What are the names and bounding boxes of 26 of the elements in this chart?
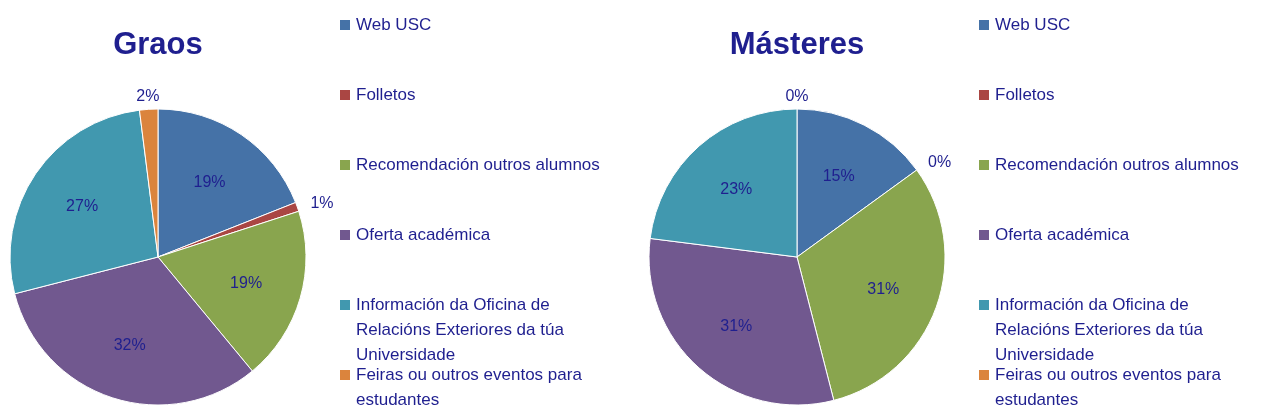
data-label: 1% xyxy=(310,193,334,211)
text: 0% xyxy=(928,153,952,171)
data-label: 15% xyxy=(822,166,855,184)
legend-label: Recomendación outros alumnos xyxy=(995,154,1239,176)
text: 0% xyxy=(785,86,809,104)
legend-label: Oferta académica xyxy=(356,224,491,246)
data-label: 19% xyxy=(230,274,263,292)
legend-label: Feiras ou outros eventos para estudantes xyxy=(995,365,1221,405)
legend-label: Feiras ou outros eventos para estudantes xyxy=(356,365,582,405)
data-label: 31% xyxy=(720,317,753,335)
legend-label: Web USC xyxy=(356,14,432,36)
data-label: 32% xyxy=(113,335,146,353)
data-label: 31% xyxy=(867,279,900,297)
chart-title: Másteres xyxy=(728,26,866,62)
legend-label: Recomendación outros alumnos xyxy=(356,154,600,176)
data-label: 27% xyxy=(66,196,99,214)
data-label: 19% xyxy=(193,172,226,190)
legend-label: Información da Oficina de Relacións Exteriores da túa Universidade xyxy=(995,295,1203,364)
legend-label: Información da Oficina de Relacións Exteriores da túa Universidade xyxy=(356,295,564,364)
legend-label: Web USC xyxy=(995,14,1071,36)
legend-label: Oferta académica xyxy=(995,224,1130,246)
chart-title: Graos xyxy=(112,26,204,62)
legend-label: Folletos xyxy=(995,84,1055,106)
legend-label: Folletos xyxy=(356,84,416,106)
data-label: 2% xyxy=(136,86,160,104)
data-label: 23% xyxy=(720,179,753,197)
